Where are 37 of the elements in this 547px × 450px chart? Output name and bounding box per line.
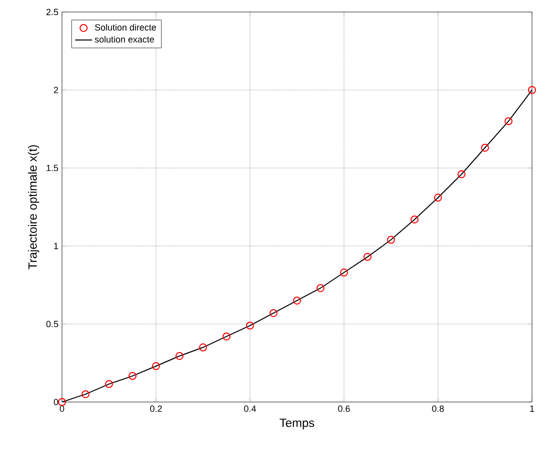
point [176,352,184,360]
point [504,117,512,126]
point [105,380,113,388]
x-tick-label: 0.2 [150,406,162,412]
point [340,268,348,277]
x-tick-label: 0.4 [244,406,256,412]
point [128,372,136,380]
x-tick-label: 1 [530,406,534,412]
point [364,252,372,261]
y-tick-label: 2 [54,86,58,94]
y-tick-label: 0.5 [46,320,58,328]
x-tick-label: 0 [60,406,64,412]
legend-label: Solution directe [94,24,156,31]
point [481,144,489,152]
point [293,296,301,305]
point [270,309,278,318]
point [458,170,466,178]
y-tick-label: 0 [54,398,58,406]
y-tick-label: 1.5 [46,164,58,172]
x-axis-title: Temps [280,418,314,430]
legend-label: solution exacte [94,36,154,43]
x-tick-label: 0.8 [432,406,444,412]
point [316,284,324,292]
y-tick-label: 2.5 [46,8,58,16]
point [222,332,230,340]
x-tick-label: 0.6 [338,406,350,412]
y-tick-label: 1 [54,242,58,250]
point [246,322,254,330]
point [82,390,90,398]
y-axis-title: Trajectoire optimale x(t) [28,145,40,270]
point [199,343,207,352]
point [434,194,442,202]
point [58,398,66,406]
point [410,215,418,224]
point [152,362,160,370]
point [387,236,395,244]
point [528,86,536,94]
